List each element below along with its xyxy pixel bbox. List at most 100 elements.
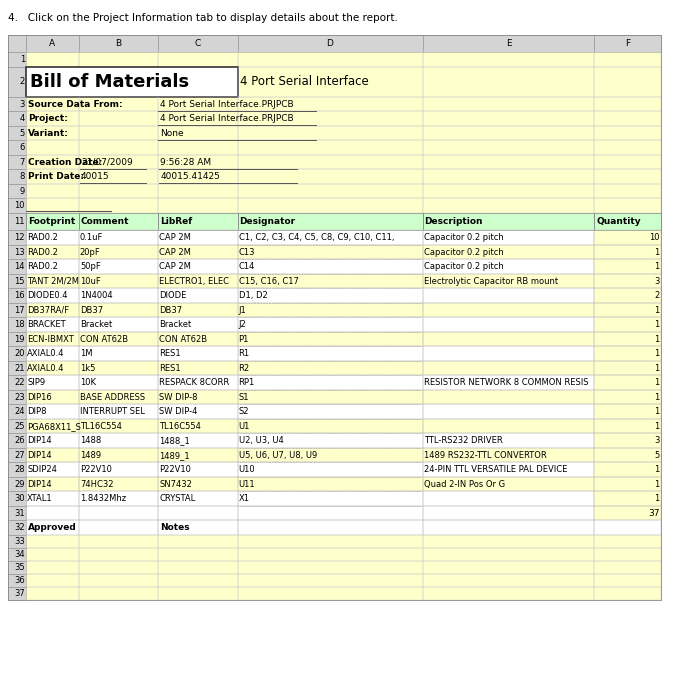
Bar <box>79 199 158 213</box>
Text: 30: 30 <box>14 494 25 503</box>
Text: P22V10: P22V10 <box>80 465 112 474</box>
Text: 1489 RS232-TTL CONVERTOR: 1489 RS232-TTL CONVERTOR <box>423 451 546 460</box>
Bar <box>79 52 158 67</box>
Bar <box>26 274 79 289</box>
Bar <box>594 520 661 535</box>
Text: TTL-RS232 DRIVER: TTL-RS232 DRIVER <box>423 436 502 446</box>
Bar <box>8 213 26 230</box>
Bar <box>423 390 594 404</box>
Bar <box>238 535 423 548</box>
Bar <box>26 97 79 112</box>
Bar <box>423 97 594 112</box>
Text: 74HC32: 74HC32 <box>80 480 113 489</box>
Bar <box>8 155 26 170</box>
Bar <box>158 587 238 600</box>
Bar <box>594 230 661 245</box>
Bar <box>26 170 79 184</box>
Text: None: None <box>160 129 184 138</box>
Text: 12: 12 <box>15 234 25 242</box>
Bar <box>26 332 79 347</box>
Text: 21/07/2009: 21/07/2009 <box>81 157 133 167</box>
Text: 10: 10 <box>649 234 660 242</box>
Bar <box>79 390 158 404</box>
Bar <box>8 141 26 155</box>
Bar <box>423 67 594 97</box>
Text: 27: 27 <box>14 451 25 460</box>
Bar <box>238 97 423 112</box>
Bar <box>158 260 238 274</box>
Bar <box>158 230 238 245</box>
Bar <box>26 462 79 477</box>
Bar <box>79 126 158 141</box>
Bar <box>594 289 661 303</box>
Bar <box>158 170 238 184</box>
Bar <box>158 587 238 600</box>
Bar <box>594 141 661 155</box>
Text: BASE ADDRESS: BASE ADDRESS <box>80 393 145 402</box>
Text: Capacitor 0.2 pitch: Capacitor 0.2 pitch <box>423 248 503 257</box>
Bar <box>238 199 423 213</box>
Bar <box>8 419 26 433</box>
Bar <box>423 274 594 289</box>
Bar <box>158 491 238 506</box>
Bar <box>158 303 238 318</box>
Bar <box>238 230 423 245</box>
Text: 2: 2 <box>654 291 660 300</box>
Bar <box>26 491 79 506</box>
Bar <box>423 274 594 289</box>
Bar <box>423 318 594 332</box>
Bar <box>26 199 79 213</box>
Text: 11: 11 <box>15 217 25 226</box>
Bar <box>423 477 594 491</box>
Bar <box>8 561 26 574</box>
Text: Footprint: Footprint <box>28 217 75 226</box>
Bar <box>8 112 26 126</box>
Bar <box>79 112 158 126</box>
Text: Comment: Comment <box>81 217 129 226</box>
Text: 1: 1 <box>654 306 660 315</box>
Bar <box>158 535 238 548</box>
Bar <box>26 184 79 199</box>
Text: 10uF: 10uF <box>80 277 101 286</box>
Bar <box>8 303 26 318</box>
Bar <box>26 260 79 274</box>
Bar <box>238 462 423 477</box>
Text: A: A <box>49 39 55 48</box>
Bar <box>594 52 661 67</box>
Bar <box>423 404 594 419</box>
Bar <box>8 52 26 67</box>
Bar <box>158 199 238 213</box>
Bar <box>8 67 26 97</box>
Text: X1: X1 <box>238 494 250 503</box>
Bar <box>594 170 661 184</box>
Bar <box>26 390 79 404</box>
Bar <box>79 245 158 260</box>
Bar <box>8 520 26 535</box>
Bar <box>79 303 158 318</box>
Bar <box>423 260 594 274</box>
Bar <box>423 184 594 199</box>
Text: 20pF: 20pF <box>80 248 101 257</box>
Bar <box>79 97 158 112</box>
Bar <box>26 67 238 97</box>
Bar <box>79 448 158 462</box>
Text: RES1: RES1 <box>160 363 181 373</box>
Text: 20: 20 <box>15 349 25 358</box>
Text: 8: 8 <box>20 172 25 181</box>
Bar <box>158 126 238 141</box>
Bar <box>423 289 594 303</box>
Bar <box>238 184 423 199</box>
Bar <box>423 155 594 170</box>
Text: 10K: 10K <box>80 378 96 387</box>
Bar <box>238 155 423 170</box>
Bar <box>8 462 26 477</box>
Bar <box>158 347 238 361</box>
Bar <box>238 404 423 419</box>
Text: 10: 10 <box>15 201 25 210</box>
Bar <box>158 35 238 52</box>
Bar <box>8 230 26 245</box>
Bar <box>423 184 594 199</box>
Bar <box>238 52 423 67</box>
Bar <box>79 35 158 52</box>
Bar <box>238 260 423 274</box>
